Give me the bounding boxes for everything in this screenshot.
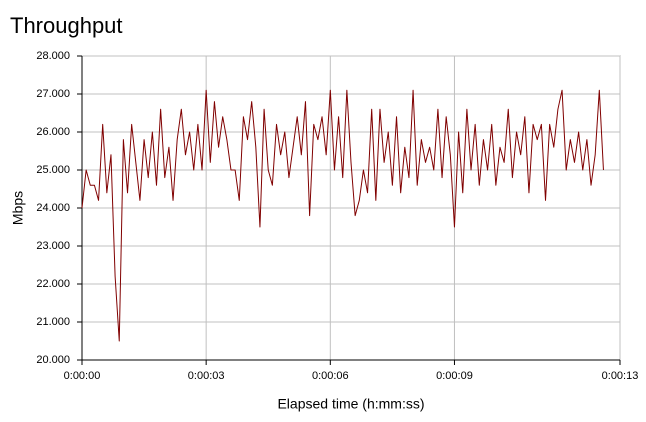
chart-title: Throughput <box>10 13 123 38</box>
data-line <box>81 89 604 342</box>
x-axis-label: Elapsed time (h:mm:ss) <box>277 396 424 412</box>
x-tick-label: 0:00:13 <box>602 370 639 382</box>
y-tick-label: 26.000 <box>36 126 70 138</box>
x-tick-label: 0:00:03 <box>188 370 225 382</box>
y-tick-label: 25.000 <box>36 164 70 176</box>
y-axis-label: Mbps <box>10 191 26 225</box>
y-tick-label: 21.000 <box>36 316 70 328</box>
y-tick-label: 22.000 <box>36 278 70 290</box>
y-tick-label: 27.000 <box>36 88 70 100</box>
y-tick-label: 28.000 <box>36 50 70 62</box>
y-tick-label: 20.000 <box>36 354 70 366</box>
y-tick-label: 24.000 <box>36 202 70 214</box>
x-tick-label: 0:00:06 <box>312 370 349 382</box>
y-tick-label: 23.000 <box>36 240 70 252</box>
x-tick-label: 0:00:00 <box>64 370 101 382</box>
x-tick-label: 0:00:09 <box>436 370 473 382</box>
